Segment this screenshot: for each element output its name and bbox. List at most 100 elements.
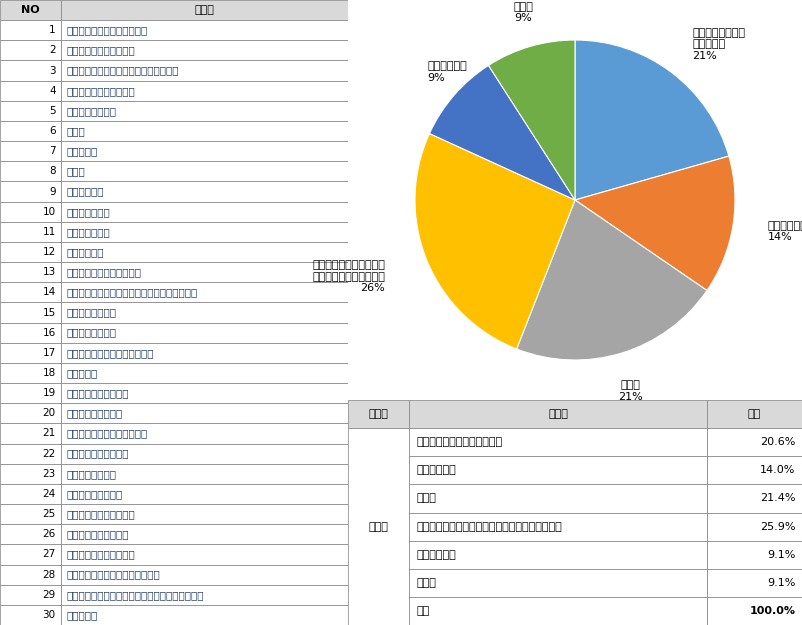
- Text: 法学部: 法学部: [369, 521, 389, 531]
- Text: 4: 4: [49, 86, 55, 96]
- FancyBboxPatch shape: [0, 605, 61, 625]
- Text: 9: 9: [49, 186, 55, 196]
- Text: アメリカン・エキスプレス・ジャパン株式会社: アメリカン・エキスプレス・ジャパン株式会社: [66, 288, 197, 298]
- Text: マスコミ・教育・サービス業: マスコミ・教育・サービス業: [416, 438, 502, 448]
- FancyBboxPatch shape: [409, 428, 707, 456]
- Text: 割合: 割合: [747, 409, 761, 419]
- Text: 23: 23: [43, 469, 55, 479]
- Text: 全日本空輸株式会社: 全日本空輸株式会社: [66, 489, 123, 499]
- FancyBboxPatch shape: [0, 584, 61, 605]
- Text: 11: 11: [43, 227, 55, 237]
- FancyBboxPatch shape: [0, 342, 61, 363]
- FancyBboxPatch shape: [0, 141, 61, 161]
- FancyBboxPatch shape: [61, 101, 348, 121]
- Text: 芙蓉総合リース株式会社: 芙蓉総合リース株式会社: [66, 46, 135, 56]
- Text: 5: 5: [49, 106, 55, 116]
- Text: 積水ハウス株式会社: 積水ハウス株式会社: [66, 408, 123, 418]
- Wedge shape: [575, 40, 729, 200]
- Text: 2: 2: [49, 46, 55, 56]
- FancyBboxPatch shape: [409, 597, 707, 625]
- FancyBboxPatch shape: [0, 41, 61, 61]
- FancyBboxPatch shape: [707, 512, 802, 541]
- FancyBboxPatch shape: [61, 262, 348, 282]
- FancyBboxPatch shape: [0, 0, 61, 20]
- FancyBboxPatch shape: [61, 61, 348, 81]
- Text: 株式会社ロッテ: 株式会社ロッテ: [66, 227, 110, 237]
- Text: 20.6%: 20.6%: [759, 438, 796, 448]
- Text: 株式会社大塚商会: 株式会社大塚商会: [66, 328, 116, 338]
- FancyBboxPatch shape: [61, 403, 348, 423]
- Text: 10: 10: [43, 207, 55, 217]
- FancyBboxPatch shape: [61, 605, 348, 625]
- Text: 株式会社エイチ・アイ・エス: 株式会社エイチ・アイ・エス: [66, 25, 148, 35]
- Text: 29: 29: [43, 590, 55, 600]
- FancyBboxPatch shape: [0, 322, 61, 342]
- Text: 金融業: 金融業: [416, 494, 436, 504]
- Text: 日本生命保険相互会社: 日本生命保険相互会社: [66, 388, 128, 398]
- Text: 14.0%: 14.0%: [759, 465, 796, 475]
- Text: 日本通運株式会社: 日本通運株式会社: [66, 469, 116, 479]
- Text: 30: 30: [43, 610, 55, 620]
- Text: 明治安田生命保険相互会社: 明治安田生命保険相互会社: [66, 267, 141, 277]
- Text: 三菱ＵＦＪ不動産販売株式会社: 三菱ＵＦＪ不動産販売株式会社: [66, 348, 154, 358]
- Text: パーソルテンプスタッフ株式会社: パーソルテンプスタッフ株式会社: [66, 569, 160, 579]
- Text: 株式会社みずほフィナンシャルグループ: 株式会社みずほフィナンシャルグループ: [66, 66, 179, 76]
- Text: 学部名: 学部名: [369, 409, 389, 419]
- FancyBboxPatch shape: [0, 20, 61, 41]
- Text: 就職先: 就職先: [195, 5, 214, 15]
- FancyBboxPatch shape: [61, 20, 348, 41]
- Text: 川崎市役所: 川崎市役所: [66, 368, 97, 378]
- Text: 100.0%: 100.0%: [749, 606, 796, 616]
- FancyBboxPatch shape: [61, 302, 348, 322]
- Text: 公務・その他: 公務・その他: [416, 550, 456, 560]
- Text: 中央労働金庫: 中央労働金庫: [66, 247, 103, 257]
- FancyBboxPatch shape: [61, 181, 348, 202]
- FancyBboxPatch shape: [0, 383, 61, 403]
- FancyBboxPatch shape: [0, 222, 61, 242]
- FancyBboxPatch shape: [409, 569, 707, 597]
- FancyBboxPatch shape: [61, 0, 348, 20]
- FancyBboxPatch shape: [61, 41, 348, 61]
- Text: 株式会社かんぽ生命保険: 株式会社かんぽ生命保険: [66, 86, 135, 96]
- Text: 8: 8: [49, 166, 55, 176]
- FancyBboxPatch shape: [707, 428, 802, 456]
- FancyBboxPatch shape: [61, 464, 348, 484]
- FancyBboxPatch shape: [61, 282, 348, 302]
- FancyBboxPatch shape: [0, 464, 61, 484]
- FancyBboxPatch shape: [707, 484, 802, 512]
- Text: 株式会社三井住友銀行: 株式会社三井住友銀行: [66, 529, 128, 539]
- FancyBboxPatch shape: [0, 81, 61, 101]
- Text: 古河電気工業株式会社: 古河電気工業株式会社: [66, 449, 128, 459]
- FancyBboxPatch shape: [0, 544, 61, 564]
- Text: 12: 12: [43, 247, 55, 257]
- Text: 卸売・小売業
14%: 卸売・小売業 14%: [768, 221, 802, 243]
- Wedge shape: [415, 134, 575, 349]
- Text: 3: 3: [49, 66, 55, 76]
- Text: 24: 24: [43, 489, 55, 499]
- FancyBboxPatch shape: [61, 564, 348, 584]
- Text: 建設・不動産・運輸・情報・通信・エネルギー業: 建設・不動産・運輸・情報・通信・エネルギー業: [416, 521, 562, 531]
- FancyBboxPatch shape: [0, 282, 61, 302]
- FancyBboxPatch shape: [0, 242, 61, 262]
- FancyBboxPatch shape: [0, 202, 61, 222]
- Wedge shape: [575, 156, 735, 291]
- FancyBboxPatch shape: [409, 456, 707, 484]
- Text: 株式会社常陽銀行: 株式会社常陽銀行: [66, 308, 116, 318]
- Text: 21.4%: 21.4%: [759, 494, 796, 504]
- Text: 17: 17: [43, 348, 55, 358]
- FancyBboxPatch shape: [0, 302, 61, 322]
- Text: リコージャパン株式会社: リコージャパン株式会社: [66, 509, 135, 519]
- FancyBboxPatch shape: [61, 242, 348, 262]
- Text: 6: 6: [49, 126, 55, 136]
- FancyBboxPatch shape: [0, 504, 61, 524]
- FancyBboxPatch shape: [61, 141, 348, 161]
- FancyBboxPatch shape: [348, 400, 409, 428]
- FancyBboxPatch shape: [61, 484, 348, 504]
- Text: NO: NO: [21, 5, 40, 15]
- FancyBboxPatch shape: [707, 541, 802, 569]
- FancyBboxPatch shape: [0, 444, 61, 464]
- FancyBboxPatch shape: [61, 322, 348, 342]
- Text: 16: 16: [43, 328, 55, 338]
- Text: 総務省: 総務省: [66, 126, 85, 136]
- FancyBboxPatch shape: [409, 541, 707, 569]
